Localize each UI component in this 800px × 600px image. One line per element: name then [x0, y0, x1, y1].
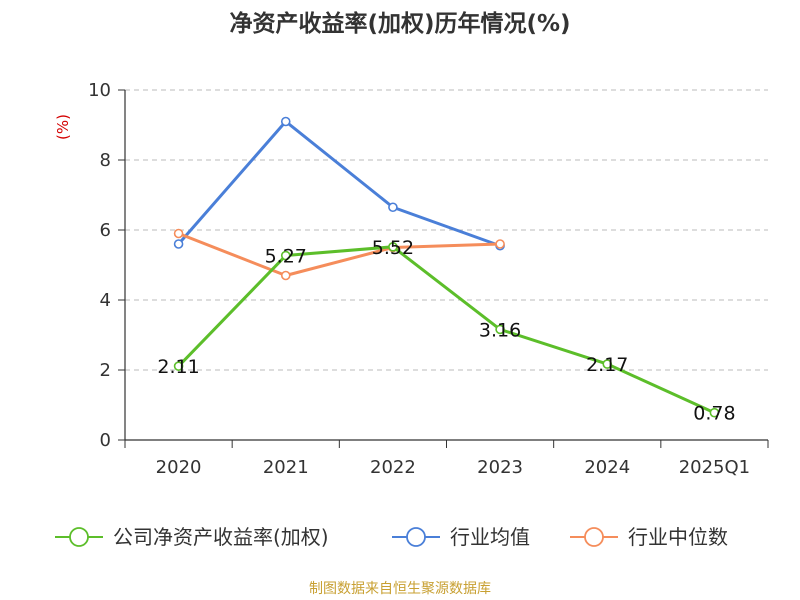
axes: 0 2 4 6 8 10 (%) 2020 2021 2022 2023 2024 2025Q1 — [54, 80, 769, 478]
legend: 公司净资产收益率(加权) 行业均值 行业中位数 — [55, 525, 728, 549]
data-label: 3.16 — [479, 319, 521, 341]
data-label: 2.11 — [157, 356, 199, 378]
data-point — [495, 324, 505, 335]
data-point — [388, 242, 398, 252]
series-line-1 — [177, 120, 501, 248]
y-tick-label: 8 — [100, 150, 111, 171]
x-tick-label: 2022 — [370, 457, 416, 478]
data-label: 2.17 — [586, 354, 628, 376]
y-tick-label: 0 — [100, 430, 111, 451]
x-tick-label: 2025Q1 — [679, 457, 750, 478]
data-point — [709, 407, 720, 418]
grid-lines — [125, 89, 768, 371]
legend-item-2: 行业中位数 — [570, 525, 728, 549]
data-point — [388, 202, 398, 213]
legend-item-1: 行业均值 — [392, 525, 530, 549]
legend-marker — [406, 527, 426, 547]
x-tick-label: 2023 — [477, 457, 523, 478]
data-label: 5.52 — [372, 237, 414, 259]
data-point — [602, 359, 613, 369]
data-labels: 2.11 5.27 5.52 3.16 2.17 0.78 — [157, 237, 735, 425]
data-point — [173, 361, 184, 371]
legend-label: 公司净资产收益率(加权) — [113, 525, 329, 549]
legend-label: 行业中位数 — [628, 525, 728, 549]
y-axis-label: (%) — [54, 114, 72, 140]
data-label: 5.27 — [265, 246, 307, 268]
data-point — [280, 116, 291, 127]
series-lines — [173, 116, 720, 418]
data-point — [280, 250, 291, 261]
series-line-2 — [178, 232, 501, 277]
source-note: 制图数据来自恒生聚源数据库 — [309, 581, 491, 597]
data-point — [173, 239, 184, 249]
y-tick-label: 10 — [88, 80, 111, 101]
x-tick-label: 2024 — [584, 457, 630, 478]
y-tick-label: 6 — [100, 220, 111, 241]
y-tick-label: 2 — [100, 360, 111, 381]
data-point — [280, 270, 291, 281]
legend-marker — [69, 527, 89, 547]
legend-marker — [584, 527, 604, 547]
data-label: 0.78 — [693, 403, 735, 425]
chart-title: 净资产收益率(加权)历年情况(%) — [229, 11, 571, 37]
data-point — [495, 239, 505, 249]
data-point — [173, 228, 184, 239]
x-tick-label: 2021 — [263, 457, 309, 478]
y-tick-label: 4 — [100, 290, 111, 311]
series-line-0 — [177, 245, 716, 415]
legend-label: 行业均值 — [450, 525, 530, 549]
x-tick-label: 2020 — [156, 457, 202, 478]
legend-item-0: 公司净资产收益率(加权) — [55, 525, 329, 549]
